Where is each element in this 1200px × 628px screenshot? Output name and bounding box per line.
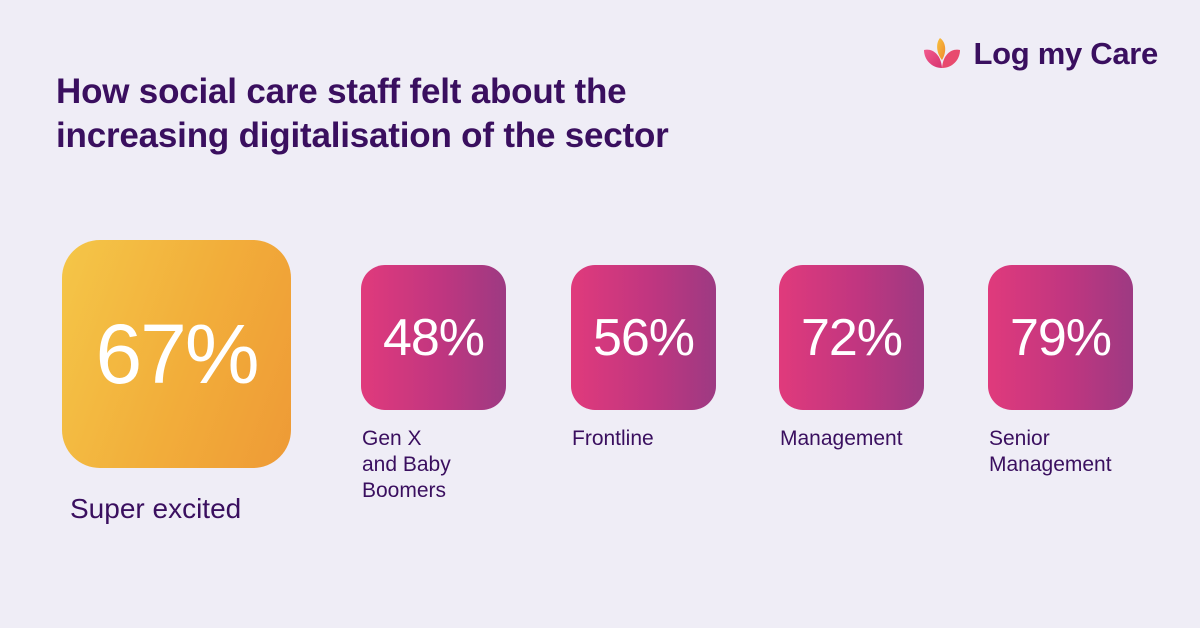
gen-x-baby-boomers-value-tile: 48% — [361, 265, 506, 410]
senior-management-label: Senior Management — [989, 427, 1112, 476]
frontline-label: Frontline — [572, 427, 654, 450]
brand-logo: Log my Care — [920, 32, 1158, 76]
page-title: How social care staff felt about the inc… — [56, 72, 669, 155]
gen-x-baby-boomers-label: Gen X and Baby Boomers — [362, 427, 451, 502]
super-excited-value-tile: 67% — [62, 240, 291, 468]
heart-petals-icon — [923, 38, 960, 68]
frontline-value-tile: 56% — [571, 265, 716, 410]
management-value-tile: 72% — [779, 265, 924, 410]
management-label: Management — [780, 427, 903, 450]
brand-name: Log my Care — [973, 36, 1159, 71]
super-excited-label: Super excited — [70, 493, 242, 524]
senior-management-value-tile: 79% — [988, 265, 1133, 410]
